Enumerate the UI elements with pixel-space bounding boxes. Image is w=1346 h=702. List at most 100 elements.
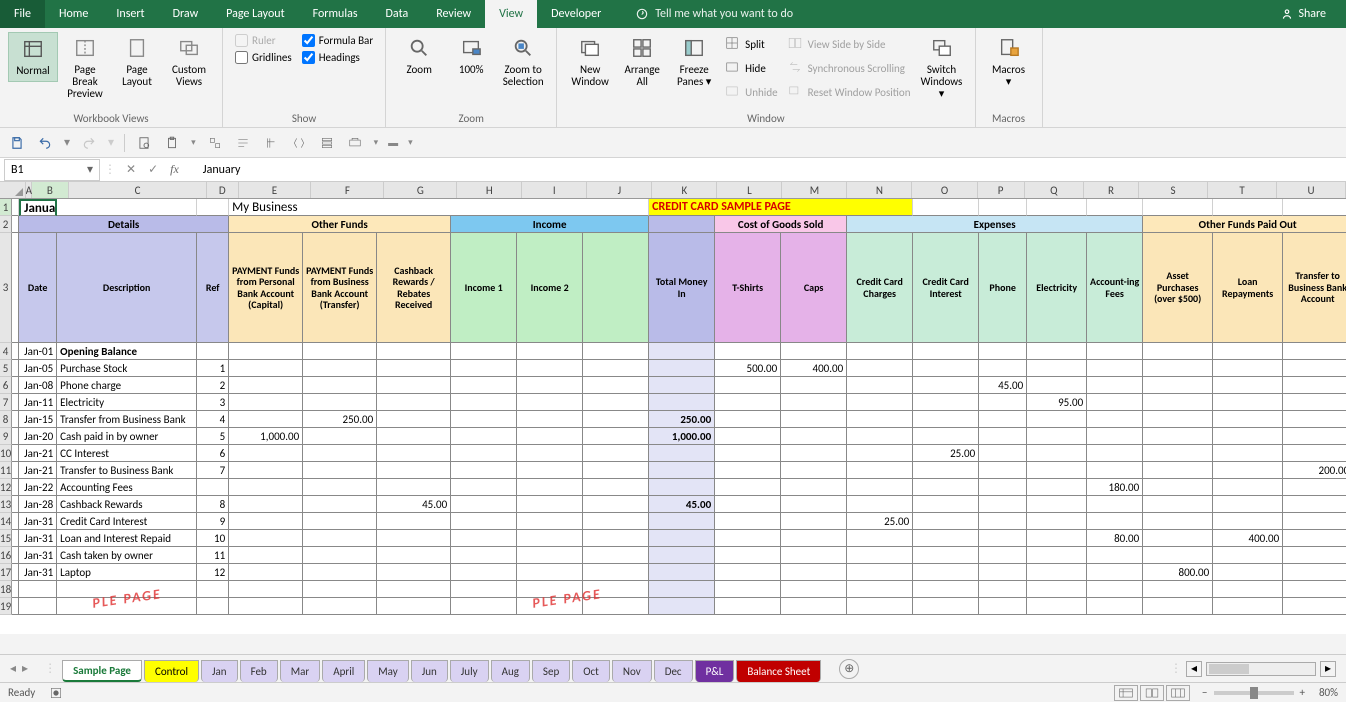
zoom-100-button[interactable]: 100%	[446, 32, 496, 80]
col-header-M[interactable]: M	[782, 182, 847, 198]
sheet-tab-may[interactable]: May	[367, 660, 408, 682]
redo-icon[interactable]	[80, 134, 98, 152]
col-header-T[interactable]: T	[1208, 182, 1277, 198]
sheet-tab-dec[interactable]: Dec	[654, 660, 693, 682]
sheet-tab-oct[interactable]: Oct	[572, 660, 610, 682]
col-header-Q[interactable]: Q	[1025, 182, 1084, 198]
status-bar: Ready −+ 80%	[0, 682, 1346, 702]
col-header-J[interactable]: J	[587, 182, 652, 198]
sheet-tab-aug[interactable]: Aug	[491, 660, 530, 682]
custom-views-button[interactable]: Custom Views	[164, 32, 214, 92]
col-header-C[interactable]: C	[69, 182, 207, 198]
hide-button[interactable]: Hide	[725, 58, 777, 78]
record-macro-icon[interactable]	[49, 686, 63, 700]
ribbon-tab-file[interactable]: File	[0, 0, 45, 28]
split-button[interactable]: Split	[725, 34, 777, 54]
qat-icon-5[interactable]	[318, 134, 336, 152]
sheet-tab-balance-sheet[interactable]: Balance Sheet	[736, 660, 821, 682]
page-layout-button[interactable]: Page Layout	[112, 32, 162, 92]
tell-me[interactable]: Tell me what you want to do	[635, 7, 793, 21]
macros-button[interactable]: Macros▾	[984, 32, 1034, 92]
formula-text[interactable]: January	[189, 163, 241, 177]
zoom-selection-button[interactable]: Zoom to Selection	[498, 32, 548, 92]
sheet-tab-jun[interactable]: Jun	[411, 660, 448, 682]
headings-check[interactable]: Headings	[302, 51, 373, 64]
horizontal-scrollbar[interactable]: ⋮ ◂▸	[1170, 661, 1336, 677]
page-break-button[interactable]: Page Break Preview	[60, 32, 110, 104]
sheet-tab-mar[interactable]: Mar	[280, 660, 321, 682]
col-header-D[interactable]: D	[207, 182, 239, 198]
col-header-K[interactable]: K	[652, 182, 717, 198]
view-break-icon[interactable]	[1166, 685, 1190, 701]
ribbon-tab-page-layout[interactable]: Page Layout	[212, 0, 298, 28]
gridlines-check[interactable]: Gridlines	[235, 51, 292, 64]
name-box[interactable]: B1▾	[4, 159, 100, 181]
column-headers[interactable]: ABCDEFGHIJKLMNOPQRSTU	[0, 182, 1346, 199]
fx-icon[interactable]: fx	[170, 162, 179, 177]
col-header-I[interactable]: I	[522, 182, 587, 198]
hide-icon	[725, 60, 741, 76]
new-window-button[interactable]: New Window	[565, 32, 615, 92]
sheet-tab-jan[interactable]: Jan	[201, 660, 238, 682]
ribbon-tab-formulas[interactable]: Formulas	[299, 0, 372, 28]
col-header-S[interactable]: S	[1139, 182, 1208, 198]
ribbon-tab-review[interactable]: Review	[422, 0, 485, 28]
qat-icon-4[interactable]	[290, 134, 308, 152]
ribbon-tab-view[interactable]: View	[485, 0, 537, 28]
ribbon-tab-insert[interactable]: Insert	[102, 0, 158, 28]
normal-view-button[interactable]: Normal	[8, 32, 58, 82]
col-header-B[interactable]: B	[32, 182, 69, 198]
worksheet-grid[interactable]: ABCDEFGHIJKLMNOPQRSTU 123456789101112131…	[0, 182, 1346, 634]
ribbon-tab-draw[interactable]: Draw	[159, 0, 213, 28]
share-button[interactable]: Share	[1280, 7, 1326, 21]
col-header-O[interactable]: O	[912, 182, 977, 198]
switch-windows-button[interactable]: Switch Windows ▾	[917, 32, 967, 104]
sheet-tab-p-l[interactable]: P&L	[695, 660, 735, 682]
unhide-icon	[725, 84, 741, 100]
qat-icon-3[interactable]	[262, 134, 280, 152]
freeze-panes-button[interactable]: Freeze Panes ▾	[669, 32, 719, 92]
formula-bar-check[interactable]: Formula Bar	[302, 34, 373, 47]
cancel-icon[interactable]: ✕	[126, 162, 136, 177]
zoom-slider[interactable]: −+ 80%	[1202, 686, 1338, 699]
sheet-tab-nov[interactable]: Nov	[612, 660, 652, 682]
cells-area[interactable]: PLE PAGE PLE PAGE JanuaryMy BusinessCRED…	[12, 199, 1346, 615]
ribbon-tab-data[interactable]: Data	[372, 0, 423, 28]
ribbon-tab-home[interactable]: Home	[45, 0, 102, 28]
view-layout-icon[interactable]	[1140, 685, 1164, 701]
sheet-tab-feb[interactable]: Feb	[240, 660, 278, 682]
col-header-U[interactable]: U	[1277, 182, 1346, 198]
ribbon-tab-developer[interactable]: Developer	[537, 0, 615, 28]
col-header-F[interactable]: F	[311, 182, 384, 198]
ruler-check[interactable]: Ruler	[235, 34, 292, 47]
col-header-G[interactable]: G	[384, 182, 457, 198]
col-header-P[interactable]: P	[978, 182, 1025, 198]
sheet-tab-april[interactable]: April	[322, 660, 365, 682]
sheet-tab-control[interactable]: Control	[144, 660, 199, 682]
sheet-tab-july[interactable]: July	[450, 660, 489, 682]
arrange-all-button[interactable]: Arrange All	[617, 32, 667, 92]
col-header-N[interactable]: N	[847, 182, 912, 198]
sheet-nav[interactable]: ◂▸	[0, 661, 38, 676]
view-normal-icon[interactable]	[1114, 685, 1138, 701]
cell-B1[interactable]: January	[19, 199, 57, 216]
col-header-L[interactable]: L	[717, 182, 782, 198]
col-header-H[interactable]: H	[457, 182, 522, 198]
col-header-R[interactable]: R	[1084, 182, 1139, 198]
print-preview-icon[interactable]	[135, 134, 153, 152]
zoom-button[interactable]: Zoom	[394, 32, 444, 80]
arrange-icon	[630, 36, 654, 60]
col-header-E[interactable]: E	[239, 182, 312, 198]
qat-icon-1[interactable]	[206, 134, 224, 152]
sheet-tab-sample-page[interactable]: Sample Page	[62, 660, 142, 682]
undo-icon[interactable]	[36, 134, 54, 152]
row-headers[interactable]: 12345678910111213141516171819	[0, 199, 12, 615]
custom-label: Custom Views	[166, 64, 212, 88]
save-icon[interactable]	[8, 134, 26, 152]
qat-icon-2[interactable]	[234, 134, 252, 152]
sheet-tab-sep[interactable]: Sep	[532, 660, 570, 682]
paste-icon[interactable]	[163, 134, 181, 152]
qat-icon-6[interactable]	[346, 134, 364, 152]
enter-icon[interactable]: ✓	[148, 162, 158, 177]
add-sheet-button[interactable]: ⊕	[839, 659, 859, 679]
